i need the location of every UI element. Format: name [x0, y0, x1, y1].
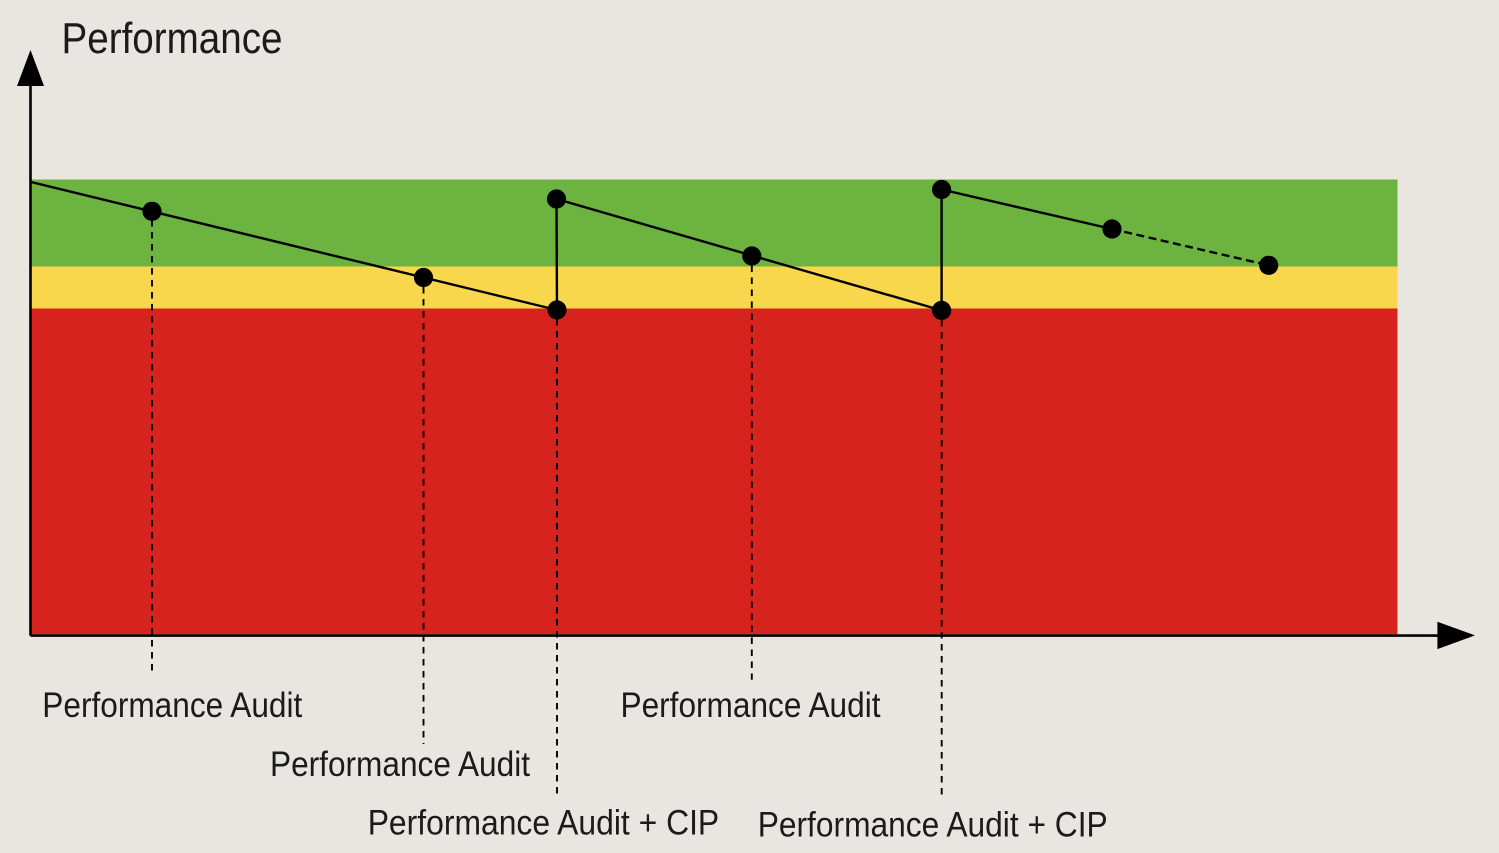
- svg-text:Performance Audit + CIP: Performance Audit + CIP: [758, 806, 1108, 845]
- svg-text:Performance Audit + CIP: Performance Audit + CIP: [368, 804, 720, 843]
- svg-text:Performance Audit: Performance Audit: [270, 745, 530, 784]
- svg-text:Performance: Performance: [62, 14, 283, 63]
- svg-text:Performance Audit: Performance Audit: [42, 686, 302, 725]
- svg-text:Performance Audit: Performance Audit: [621, 686, 881, 725]
